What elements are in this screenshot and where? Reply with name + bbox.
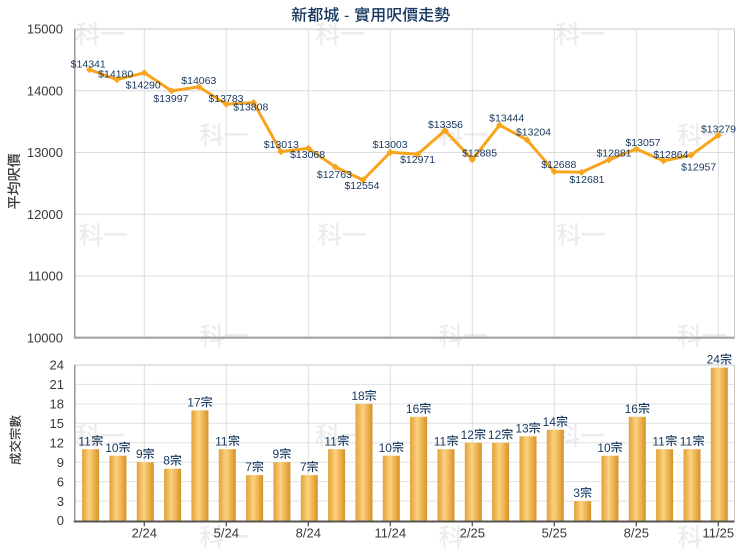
svg-text:12: 12: [50, 435, 64, 450]
svg-text:11000: 11000: [28, 269, 63, 284]
svg-text:$13444: $13444: [489, 113, 524, 125]
svg-text:$13003: $13003: [373, 139, 408, 151]
svg-text:8: 8: [163, 454, 170, 468]
svg-text:9: 9: [136, 447, 143, 461]
svg-text:12000: 12000: [27, 207, 63, 222]
svg-text:14000: 14000: [27, 83, 63, 98]
svg-text:24: 24: [50, 358, 64, 373]
svg-text:$12763: $12763: [317, 169, 352, 181]
svg-text:15: 15: [50, 416, 64, 431]
svg-text:5/25: 5/25: [542, 525, 567, 540]
svg-text:$14341: $14341: [71, 58, 106, 70]
svg-text:5/24: 5/24: [214, 525, 239, 540]
svg-text:8/25: 8/25: [624, 525, 649, 540]
svg-text:15000: 15000: [27, 22, 63, 37]
svg-text:$13356: $13356: [428, 119, 463, 131]
svg-text:3: 3: [57, 494, 64, 509]
svg-text:$12554: $12554: [344, 180, 379, 192]
svg-text:$12688: $12688: [541, 159, 576, 171]
svg-text:10: 10: [597, 441, 611, 455]
svg-text:10: 10: [105, 441, 119, 455]
svg-text:10: 10: [379, 441, 393, 455]
svg-text:11: 11: [78, 434, 91, 448]
svg-text:$14290: $14290: [126, 80, 161, 92]
svg-text:$13783: $13783: [208, 93, 243, 105]
svg-text:16: 16: [406, 402, 420, 416]
svg-text:9: 9: [273, 447, 280, 461]
svg-text:3: 3: [573, 486, 580, 500]
svg-text:2/25: 2/25: [460, 525, 485, 540]
svg-text:16: 16: [625, 402, 639, 416]
svg-text:11/25: 11/25: [703, 525, 735, 540]
svg-text:$13057: $13057: [625, 137, 660, 149]
svg-text:18: 18: [50, 397, 64, 412]
svg-text:7: 7: [300, 460, 307, 474]
svg-text:11: 11: [215, 434, 228, 448]
svg-text:7: 7: [245, 460, 252, 474]
svg-text:$14180: $14180: [98, 69, 133, 81]
svg-text:$12864: $12864: [653, 149, 688, 161]
svg-text:$12881: $12881: [596, 148, 631, 160]
svg-text:11: 11: [680, 434, 693, 448]
svg-text:$13808: $13808: [233, 102, 268, 114]
svg-text:18: 18: [351, 389, 365, 403]
svg-text:$13997: $13997: [153, 93, 188, 105]
svg-text:$12681: $12681: [569, 174, 604, 186]
svg-text:12: 12: [488, 428, 502, 442]
svg-text:9: 9: [57, 455, 64, 470]
svg-text:6: 6: [57, 474, 64, 489]
svg-text:$12885: $12885: [462, 148, 497, 160]
svg-text:$12971: $12971: [400, 154, 435, 166]
svg-text:$14063: $14063: [181, 75, 216, 87]
svg-text:$13204: $13204: [516, 127, 551, 139]
svg-text:21: 21: [50, 377, 64, 392]
svg-text:13000: 13000: [27, 145, 63, 160]
svg-text:$13068: $13068: [290, 149, 325, 161]
svg-text:8/24: 8/24: [296, 525, 321, 540]
svg-text:17: 17: [187, 395, 201, 409]
svg-text:$13279: $13279: [701, 123, 736, 135]
svg-text:2/24: 2/24: [132, 525, 157, 540]
svg-text:14: 14: [543, 415, 557, 429]
svg-text:$13013: $13013: [264, 139, 299, 151]
svg-text:10000: 10000: [27, 330, 63, 345]
svg-text:-: -: [344, 7, 349, 24]
svg-text:11: 11: [652, 434, 665, 448]
svg-text:13: 13: [515, 421, 529, 435]
svg-text:11/24: 11/24: [375, 525, 407, 540]
svg-text:0: 0: [57, 513, 64, 528]
svg-text:12: 12: [461, 428, 475, 442]
svg-text:11: 11: [434, 434, 447, 448]
svg-text:11: 11: [324, 434, 337, 448]
svg-text:$12957: $12957: [681, 162, 716, 174]
svg-text:24: 24: [707, 353, 721, 367]
